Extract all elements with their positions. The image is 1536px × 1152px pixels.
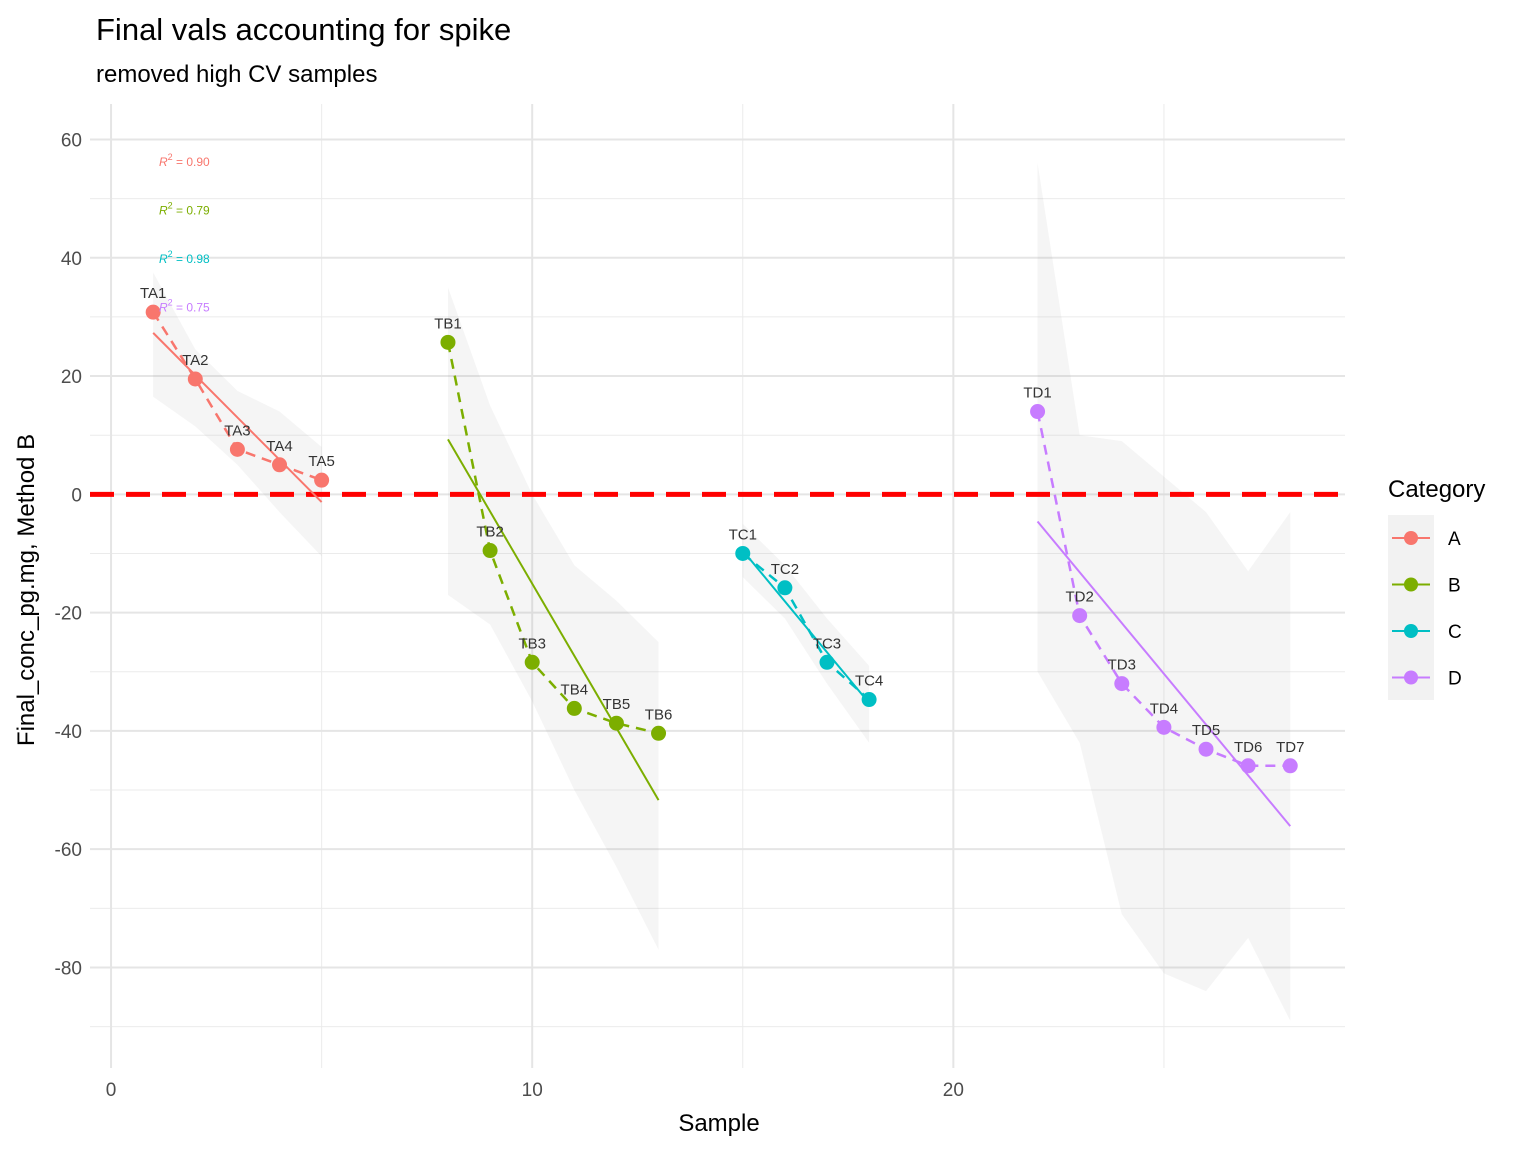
point-tc2 xyxy=(777,580,793,596)
point-tb1 xyxy=(440,334,456,350)
band-c xyxy=(742,523,870,743)
point-label-td2: TD2 xyxy=(1066,589,1094,606)
fit-line-c xyxy=(741,549,870,704)
x-tick-label: 20 xyxy=(943,1080,964,1101)
x-axis-title: Sample xyxy=(678,1110,759,1137)
point-label-tb3: TB3 xyxy=(518,635,546,652)
fit-line-b xyxy=(447,438,660,801)
point-tc4 xyxy=(861,692,877,708)
point-ta3 xyxy=(229,441,245,457)
legend-label-b: B xyxy=(1448,576,1461,597)
point-label-ta5: TA5 xyxy=(308,453,334,470)
point-tb4 xyxy=(566,700,582,716)
r2-label-a: R2 = 0.90 xyxy=(159,152,210,169)
legend-label-c: C xyxy=(1448,622,1462,643)
series-points xyxy=(145,304,1298,774)
point-ta2 xyxy=(187,371,203,387)
y-tick-label: -40 xyxy=(55,722,82,743)
band-a xyxy=(153,272,322,557)
point-td4 xyxy=(1156,719,1172,735)
r2-label-c: R2 = 0.98 xyxy=(159,249,210,266)
point-label-tb4: TB4 xyxy=(561,681,589,698)
fit-lines xyxy=(152,332,1292,827)
point-label-ta4: TA4 xyxy=(266,438,292,455)
legend-marker-b xyxy=(1404,577,1418,592)
point-ta5 xyxy=(314,472,330,488)
point-label-tc1: TC1 xyxy=(729,526,757,543)
legend: Category A B C D xyxy=(1388,476,1485,700)
r2-label-b: R2 = 0.79 xyxy=(159,201,210,218)
y-tick-label: -20 xyxy=(55,604,82,625)
point-label-tc3: TC3 xyxy=(813,635,841,652)
point-td2 xyxy=(1072,608,1088,624)
fit-line-a xyxy=(152,332,323,503)
point-label-tc2: TC2 xyxy=(771,561,799,578)
legend-marker-a xyxy=(1404,531,1418,545)
y-tick-label: 0 xyxy=(71,485,82,506)
chart-title: Final vals accounting for spike xyxy=(96,12,511,47)
point-ta4 xyxy=(272,457,288,473)
point-label-td3: TD3 xyxy=(1108,657,1136,674)
band-d xyxy=(1037,163,1291,1021)
legend-marker-d xyxy=(1404,670,1418,685)
r2-annotations: R2 = 0.90 R2 = 0.79 R2 = 0.98 R2 = 0.75 xyxy=(159,152,210,315)
point-tc3 xyxy=(819,654,835,670)
point-td7 xyxy=(1282,758,1298,774)
legend-title: Category xyxy=(1388,476,1485,503)
r2-label-d: R2 = 0.75 xyxy=(159,298,210,315)
point-tc1 xyxy=(735,545,751,561)
x-tick-label: 10 xyxy=(522,1080,543,1101)
point-label-tc4: TC4 xyxy=(855,673,883,690)
y-axis-title: Final_conc_pg.mg, Method B xyxy=(13,434,40,746)
point-tb6 xyxy=(651,725,667,741)
point-label-tb6: TB6 xyxy=(645,706,673,723)
point-label-ta2: TA2 xyxy=(182,352,208,369)
point-td6 xyxy=(1240,758,1256,774)
point-tb5 xyxy=(608,715,624,731)
y-tick-label: 20 xyxy=(61,367,82,388)
fit-line-d xyxy=(1036,520,1292,827)
point-ta1 xyxy=(145,304,161,320)
point-td5 xyxy=(1198,741,1214,757)
y-tick-label: -60 xyxy=(55,840,82,861)
point-td1 xyxy=(1030,404,1046,420)
legend-marker-c xyxy=(1404,624,1418,638)
x-axis-ticks: 0 10 20 xyxy=(106,1080,964,1101)
y-tick-label: 60 xyxy=(61,130,82,151)
legend-label-a: A xyxy=(1448,529,1461,550)
y-tick-label: 40 xyxy=(61,249,82,270)
point-tb3 xyxy=(524,654,540,670)
point-label-td7: TD7 xyxy=(1276,739,1304,756)
point-label-tb2: TB2 xyxy=(476,524,504,541)
legend-key-background xyxy=(1388,515,1434,700)
point-label-tb1: TB1 xyxy=(434,315,462,332)
point-label-tb5: TB5 xyxy=(603,696,631,713)
point-td3 xyxy=(1114,676,1130,692)
point-label-td5: TD5 xyxy=(1192,722,1220,739)
point-label-td1: TD1 xyxy=(1023,385,1051,402)
x-tick-label: 0 xyxy=(106,1080,117,1101)
y-axis-ticks: 60 40 20 0 -20 -40 -60 -80 xyxy=(55,130,82,979)
legend-label-d: D xyxy=(1448,669,1462,690)
point-labels: TA1 TA2 TA3 TA4 TA5 TB1 TB2 TB3 TB4 TB5 TB6 TC1 TC2 T… xyxy=(140,285,1304,756)
confidence-bands xyxy=(153,163,1291,1021)
chart-subtitle: removed high CV samples xyxy=(96,61,377,88)
y-tick-label: -80 xyxy=(55,958,82,979)
point-label-td6: TD6 xyxy=(1234,739,1262,756)
point-label-td4: TD4 xyxy=(1150,700,1178,717)
point-label-ta1: TA1 xyxy=(140,285,166,302)
point-tb2 xyxy=(482,543,498,559)
point-label-ta3: TA3 xyxy=(224,422,250,439)
